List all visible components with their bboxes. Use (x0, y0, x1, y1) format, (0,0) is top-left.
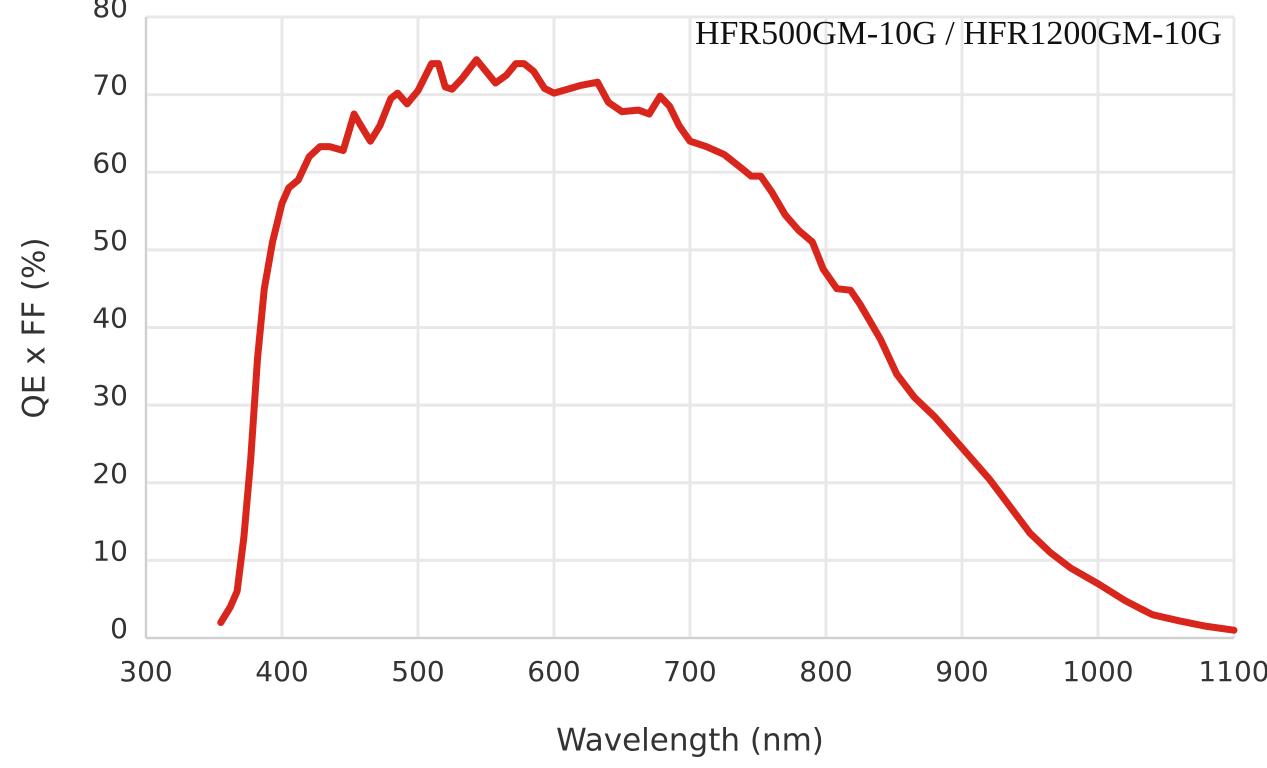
x-tick-label: 300 (119, 655, 172, 688)
x-tick-label: 1100 (1198, 655, 1267, 688)
y-tick-label: 10 (92, 534, 128, 567)
y-axis-label: QE x FF (%) (17, 237, 53, 418)
y-tick-label: 50 (92, 224, 128, 257)
y-tick-label: 40 (92, 302, 128, 335)
y-tick-label: 60 (92, 146, 128, 179)
x-tick-label: 400 (255, 655, 308, 688)
x-tick-label: 500 (391, 655, 444, 688)
y-tick-label: 80 (92, 0, 128, 24)
x-tick-label: 1000 (1062, 655, 1133, 688)
chart-title: HFR500GM-10G / HFR1200GM-10G (695, 15, 1222, 52)
y-tick-label: 0 (110, 612, 128, 645)
data-line (217, 56, 1238, 634)
y-tick-label: 70 (92, 69, 128, 102)
x-axis-label: Wavelength (nm) (556, 723, 824, 759)
x-tick-label: 700 (663, 655, 716, 688)
y-tick-label: 20 (92, 457, 128, 490)
x-tick-label: 600 (527, 655, 580, 688)
y-tick-label: 30 (92, 379, 128, 412)
x-tick-label: 800 (799, 655, 852, 688)
x-tick-label: 900 (935, 655, 988, 688)
